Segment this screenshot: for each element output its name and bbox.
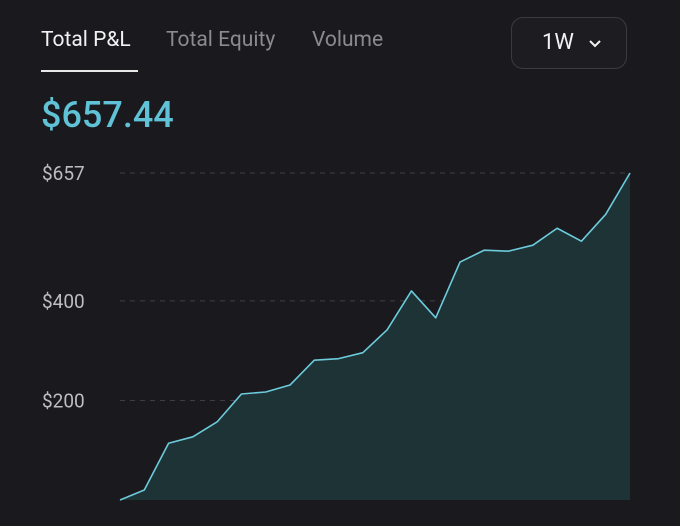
tab[interactable]: Total Equity <box>166 28 276 52</box>
period-dropdown[interactable]: 1W <box>511 17 627 69</box>
tab[interactable]: Total P&L <box>41 28 131 52</box>
y-tick-label: $400 <box>42 290 85 313</box>
balance: $657.44 <box>41 94 174 136</box>
line <box>119 172 631 501</box>
chevron <box>589 40 601 48</box>
period-label: 1W <box>542 30 574 55</box>
tab[interactable]: Volume <box>312 28 384 52</box>
y-tick-label: $657 <box>42 162 85 185</box>
tab-underline <box>41 70 138 72</box>
area <box>120 173 630 500</box>
y-tick-label: $200 <box>42 389 85 412</box>
